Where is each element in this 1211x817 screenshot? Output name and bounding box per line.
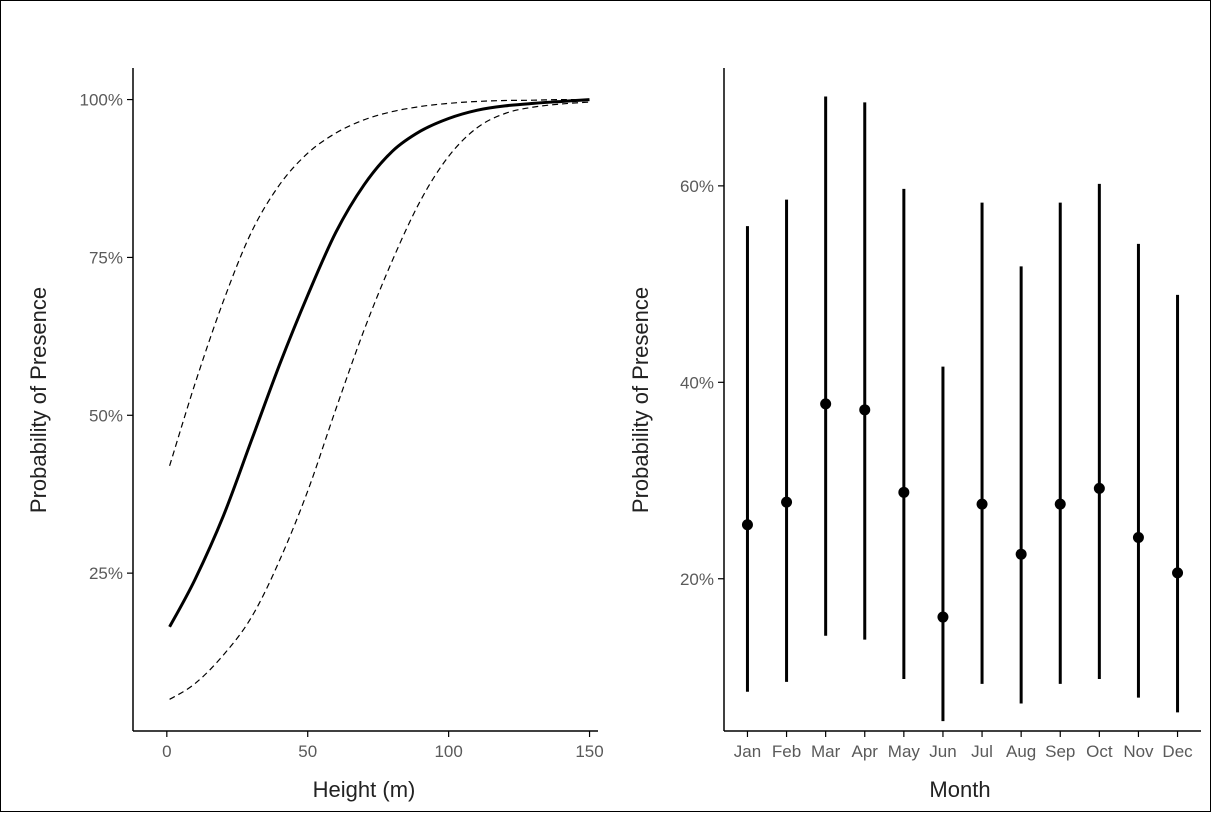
month-point bbox=[976, 498, 988, 510]
fit-line bbox=[168, 98, 590, 628]
month-point bbox=[781, 496, 793, 508]
left-y-tick-label: 25% bbox=[89, 564, 123, 583]
month-tick-label: Nov bbox=[1123, 742, 1154, 761]
month-tick-label: Aug bbox=[1006, 742, 1036, 761]
confidence-band-line bbox=[169, 101, 590, 700]
right-y-tick-label: 60% bbox=[680, 177, 714, 196]
month-point bbox=[1054, 498, 1066, 510]
right-x-axis-title: Month bbox=[929, 777, 990, 802]
month-point bbox=[1132, 532, 1144, 544]
month-point bbox=[741, 519, 753, 531]
month-point bbox=[1015, 548, 1027, 560]
month-point bbox=[859, 404, 871, 416]
confidence-band-line bbox=[169, 98, 590, 466]
left-y-axis-title: Probability of Presence bbox=[26, 287, 51, 513]
month-probability-panel: Probability of Presence Month 20% 40% 60% J… bbox=[628, 68, 1201, 802]
month-point bbox=[937, 611, 949, 623]
month-point bbox=[1093, 482, 1105, 494]
left-y-tick-label: 75% bbox=[89, 248, 123, 267]
month-tick-label: Oct bbox=[1086, 742, 1113, 761]
right-plot-marks: 20% 40% 60% Jan Feb Mar Apr May Jun Jul Aug Sep Oct N… bbox=[680, 68, 1201, 761]
right-y-axis-title: Probability of Presence bbox=[628, 287, 653, 513]
month-tick-label: Dec bbox=[1162, 742, 1193, 761]
right-y-tick-label: 20% bbox=[680, 570, 714, 589]
left-x-axis-title: Height (m) bbox=[313, 777, 416, 802]
right-y-tick-label: 40% bbox=[680, 373, 714, 392]
month-tick-label: Apr bbox=[852, 742, 879, 761]
month-tick-label: Feb bbox=[772, 742, 801, 761]
left-plot-marks: 25% 50% 75% 100% 0 50 100 150 bbox=[80, 68, 604, 761]
month-tick-label: Sep bbox=[1045, 742, 1075, 761]
month-tick-label: Mar bbox=[811, 742, 841, 761]
month-tick-label: Jan bbox=[734, 742, 761, 761]
month-point bbox=[820, 398, 832, 410]
month-point bbox=[1172, 567, 1184, 579]
left-x-tick-label: 150 bbox=[575, 742, 603, 761]
month-tick-label: Jul bbox=[971, 742, 993, 761]
left-x-tick-label: 0 bbox=[162, 742, 171, 761]
month-tick-label: May bbox=[888, 742, 921, 761]
left-y-tick-label: 50% bbox=[89, 406, 123, 425]
left-x-tick-label: 100 bbox=[434, 742, 462, 761]
left-x-tick-label: 50 bbox=[298, 742, 317, 761]
height-probability-panel: Probability of Presence Height (m) 25% 50… bbox=[26, 68, 604, 802]
month-point bbox=[898, 486, 910, 498]
month-tick-label: Jun bbox=[929, 742, 956, 761]
left-y-tick-label: 100% bbox=[80, 91, 123, 110]
